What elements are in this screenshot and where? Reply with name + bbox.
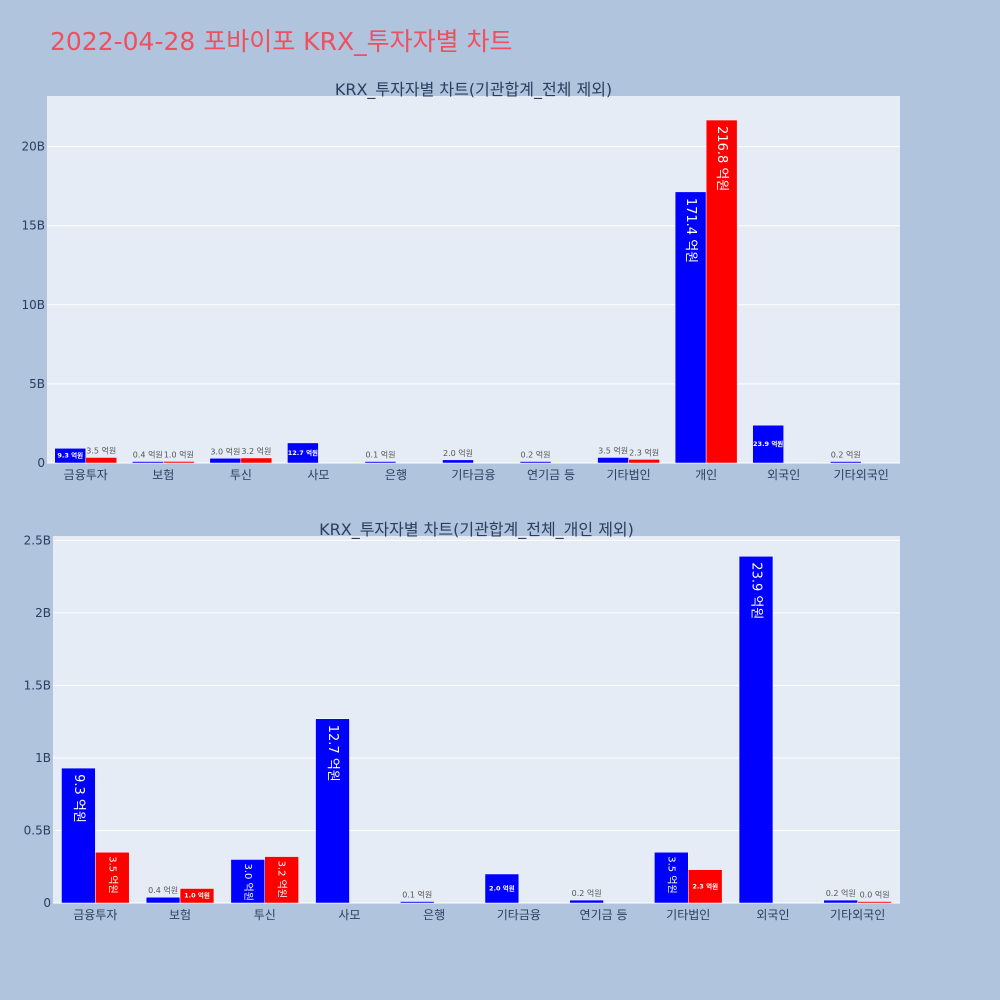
bar-data-label: 0.0 억원 — [860, 890, 890, 900]
bar-data-label: 1.0 억원 — [184, 891, 210, 900]
buy-bar — [145, 896, 181, 904]
buy-bar — [519, 461, 552, 464]
bar-data-label: 216.8 억원 — [714, 126, 729, 191]
buy-bar — [230, 859, 265, 904]
bar-data-label: 0.2 억원 — [572, 888, 602, 898]
bar-data-label: 23.9 억원 — [753, 439, 783, 448]
buy-bar — [752, 424, 784, 464]
bar-data-label: 3.5 억원 — [598, 445, 628, 455]
sell-bar — [688, 869, 723, 904]
y-tick-label: 0 — [43, 896, 51, 910]
sell-bar — [163, 461, 195, 464]
page-title: 2022-04-28 포바이포 KRX_투자자별 차트 — [50, 27, 513, 56]
buy-bar — [287, 442, 319, 464]
x-tick-label: 연기금 등 — [527, 468, 575, 482]
x-tick-label: 기타법인 — [607, 468, 651, 482]
plot-area — [47, 96, 900, 463]
buy-bar — [829, 461, 862, 464]
bar-data-label: 0.2 억원 — [826, 888, 856, 898]
bar-data-label: 3.5 억원 — [665, 856, 677, 893]
buy-bar — [442, 459, 474, 464]
y-tick-label: 0.5B — [24, 823, 51, 837]
buy-bar — [315, 718, 350, 904]
chart-title: KRX_투자자별 차트(기관합계_전체 제외) — [335, 80, 612, 100]
bottom-bar-chart: KRX_투자자별 차트(기관합계_전체_개인 제외) 0 0.5B 1B 1.5B 2B 2… — [24, 520, 900, 922]
x-tick-label: 연기금 등 — [580, 908, 628, 922]
buy-bar — [54, 448, 87, 464]
bar-data-label: 3.5 억원 — [86, 445, 116, 455]
bar-data-label: 2.3 억원 — [629, 447, 659, 457]
y-tick-label: 1B — [35, 751, 51, 765]
bar-data-label: 2.0 억원 — [443, 448, 473, 458]
x-tick-label: 보험 — [169, 908, 191, 922]
bar-data-label: 3.0 억원 — [242, 863, 254, 900]
bar-data-label: 9.3 억원 — [71, 774, 86, 823]
y-tick-label: 2.5B — [24, 533, 51, 547]
x-tick-label: 투신 — [254, 908, 276, 922]
x-tick-label: 보험 — [152, 468, 174, 482]
sell-bar — [857, 901, 892, 904]
x-tick-label: 기타외국인 — [830, 908, 885, 922]
buy-bar — [738, 556, 774, 904]
y-tick-label: 1.5B — [24, 678, 51, 692]
y-tick-label: 20B — [21, 140, 45, 154]
y-tick-label: 2B — [35, 606, 51, 620]
x-tick-label: 기타외국인 — [834, 468, 889, 482]
top-bar-chart: KRX_투자자별 차트(기관합계_전체 제외) 0 5B 10B 15B 20B 9.3 억… — [21, 80, 900, 482]
bar-data-label: 9.3 억원 — [57, 451, 83, 460]
buy-bar — [823, 899, 858, 904]
sell-bar — [705, 119, 738, 464]
x-tick-label: 사모 — [338, 908, 360, 922]
bar-data-label: 12.7 억원 — [325, 725, 340, 782]
sell-bar — [85, 457, 118, 464]
bar-data-label: 23.9 억원 — [749, 562, 764, 619]
bar-data-label: 0.2 억원 — [521, 450, 551, 460]
bar-data-label: 0.1 억원 — [365, 450, 395, 460]
y-tick-label: 0 — [37, 456, 45, 470]
buy-bar — [61, 767, 96, 904]
x-tick-label: 기타금융 — [497, 908, 541, 922]
x-tick-label: 은행 — [423, 907, 445, 922]
bar-data-label: 3.5 억원 — [106, 856, 118, 893]
bar-data-label: 0.4 억원 — [133, 450, 163, 460]
buy-bar — [400, 901, 435, 904]
bar-data-label: 3.2 억원 — [276, 861, 288, 898]
x-tick-label: 기타금융 — [451, 468, 495, 482]
sell-bar — [179, 888, 215, 904]
bar-data-label: 0.4 억원 — [148, 885, 178, 895]
sell-bar — [95, 851, 130, 904]
x-tick-label: 개인 — [695, 468, 717, 482]
x-tick-label: 사모 — [307, 468, 329, 482]
bar-data-label: 3.0 억원 — [210, 446, 240, 456]
x-tick-label: 투신 — [230, 468, 252, 482]
bar-data-label: 3.2 억원 — [241, 446, 271, 456]
bar-data-label: 171.4 억원 — [683, 198, 698, 263]
bar-data-label: 2.3 억원 — [692, 881, 718, 890]
x-tick-label: 금융투자 — [64, 468, 108, 482]
buy-bar — [209, 458, 242, 464]
sell-bar — [628, 459, 660, 464]
buy-bar — [132, 461, 164, 464]
buy-bar — [484, 873, 520, 904]
bar-data-label: 0.1 억원 — [402, 890, 432, 900]
bar-data-label: 0.2 억원 — [831, 450, 861, 460]
x-tick-label: 외국인 — [756, 908, 789, 922]
buy-bar — [654, 851, 689, 904]
bar-data-label: 1.0 억원 — [164, 449, 194, 459]
chart-title: KRX_투자자별 차트(기관합계_전체_개인 제외) — [319, 520, 634, 540]
buy-bar — [364, 461, 397, 464]
buy-bar — [597, 457, 629, 464]
x-tick-label: 은행 — [385, 467, 407, 482]
y-tick-label: 5B — [29, 377, 45, 391]
x-tick-label: 기타법인 — [666, 908, 710, 922]
sell-bar — [264, 856, 299, 904]
y-tick-label: 10B — [21, 298, 45, 312]
bar-data-label: 12.7 억원 — [288, 448, 318, 457]
buy-bar — [569, 899, 604, 904]
y-tick-label: 15B — [21, 219, 45, 233]
bar-data-label: 2.0 억원 — [489, 883, 515, 892]
x-tick-label: 금융투자 — [73, 908, 117, 922]
sell-bar — [240, 457, 273, 464]
x-tick-label: 외국인 — [767, 468, 800, 482]
